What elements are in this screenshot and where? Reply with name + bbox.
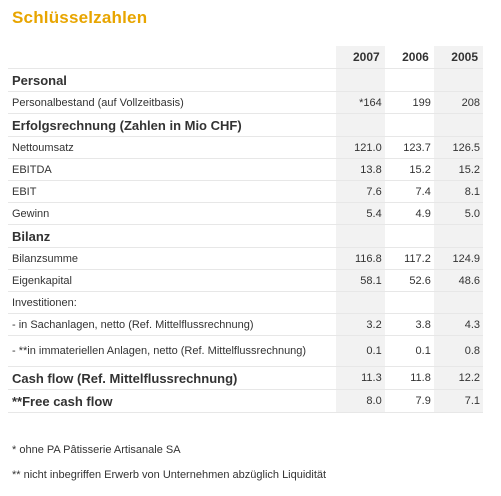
value-cell-2007: 3.2 <box>335 313 385 336</box>
section-row: **Free cash flow 8.0 7.9 7.1 <box>8 389 483 413</box>
value-cell-2007: 13.8 <box>335 158 385 181</box>
value-cell-2006: 0.1 <box>384 335 434 367</box>
table-row: Gewinn 5.4 4.9 5.0 <box>8 202 483 225</box>
table-row: Investitionen: <box>8 291 483 314</box>
value-cell-2005 <box>433 224 483 248</box>
year-header-2005: 2005 <box>433 46 483 69</box>
value-cell-2006: 7.4 <box>384 180 434 203</box>
table-row: EBIT 7.6 7.4 8.1 <box>8 180 483 203</box>
row-label: Gewinn <box>8 202 336 225</box>
value-cell-2007: 58.1 <box>335 269 385 292</box>
value-cell-2007: 0.1 <box>335 335 385 367</box>
value-cell-2005 <box>433 68 483 92</box>
value-cell-2007: *164 <box>335 91 385 114</box>
value-cell-2005: 7.1 <box>433 389 483 413</box>
footnote-1: * ohne PA Pâtisserie Artisanale SA <box>12 444 181 456</box>
value-cell-2006: 15.2 <box>384 158 434 181</box>
value-cell-2005: 208 <box>433 91 483 114</box>
value-cell-2007 <box>335 291 385 314</box>
row-label: - **in immateriellen Anlagen, netto (Ref… <box>8 335 336 367</box>
table-body: Personal Personalbestand (auf Vollzeitbas… <box>8 68 483 413</box>
value-cell-2006 <box>384 291 434 314</box>
row-label: EBITDA <box>8 158 336 181</box>
value-cell-2005 <box>433 291 483 314</box>
value-cell-2006: 117.2 <box>384 247 434 270</box>
value-cell-2007: 11.3 <box>335 366 385 390</box>
row-label: EBIT <box>8 180 336 203</box>
value-cell-2006: 3.8 <box>384 313 434 336</box>
value-cell-2005: 0.8 <box>433 335 483 367</box>
value-cell-2005: 126.5 <box>433 136 483 159</box>
value-cell-2006: 123.7 <box>384 136 434 159</box>
table-row: Nettoumsatz 121.0 123.7 126.5 <box>8 136 483 159</box>
value-cell-2007 <box>335 224 385 248</box>
table-row: Personalbestand (auf Vollzeitbasis) *164 1… <box>8 91 483 114</box>
row-label: Bilanz <box>8 224 336 248</box>
value-cell-2005: 8.1 <box>433 180 483 203</box>
value-cell-2007: 8.0 <box>335 389 385 413</box>
value-cell-2006: 4.9 <box>384 202 434 225</box>
section-row: Personal <box>8 68 483 92</box>
value-cell-2006: 7.9 <box>384 389 434 413</box>
table-row: EBITDA 13.8 15.2 15.2 <box>8 158 483 181</box>
row-label: - in Sachanlagen, netto (Ref. Mittelflus… <box>8 313 336 336</box>
value-cell-2006: 199 <box>384 91 434 114</box>
row-label: **Free cash flow <box>8 389 336 413</box>
table-row: Bilanzsumme 116.8 117.2 124.9 <box>8 247 483 270</box>
value-cell-2007 <box>335 68 385 92</box>
value-cell-2007: 7.6 <box>335 180 385 203</box>
value-cell-2005: 48.6 <box>433 269 483 292</box>
value-cell-2005: 5.0 <box>433 202 483 225</box>
value-cell-2006: 11.8 <box>384 366 434 390</box>
value-cell-2007: 121.0 <box>335 136 385 159</box>
value-cell-2005: 15.2 <box>433 158 483 181</box>
row-label: Personal <box>8 68 336 92</box>
section-row: Erfolgsrechnung (Zahlen in Mio CHF) <box>8 113 483 137</box>
value-cell-2005: 12.2 <box>433 366 483 390</box>
value-cell-2007 <box>335 113 385 137</box>
value-cell-2005: 124.9 <box>433 247 483 270</box>
section-row: Cash flow (Ref. Mittelflussrechnung) 11.3… <box>8 366 483 390</box>
row-label: Cash flow (Ref. Mittelflussrechnung) <box>8 366 336 390</box>
value-cell-2006 <box>384 224 434 248</box>
key-figures-table: 2007 2006 2005 Personal Personalbestand (… <box>8 46 483 413</box>
year-header-2006: 2006 <box>384 46 434 69</box>
row-label: Investitionen: <box>8 291 336 314</box>
value-cell-2006: 52.6 <box>384 269 434 292</box>
row-label: Eigenkapital <box>8 269 336 292</box>
footnote-2: ** nicht inbegriffen Erwerb von Unterneh… <box>12 469 327 481</box>
value-cell-2007: 116.8 <box>335 247 385 270</box>
row-label: Bilanzsumme <box>8 247 336 270</box>
row-label: Nettoumsatz <box>8 136 336 159</box>
table-header-row: 2007 2006 2005 <box>8 46 483 69</box>
page-title: Schlüsselzahlen <box>12 8 148 27</box>
row-label: Erfolgsrechnung (Zahlen in Mio CHF) <box>8 113 336 137</box>
value-cell-2006 <box>384 68 434 92</box>
year-header-2007: 2007 <box>335 46 385 69</box>
value-cell-2005 <box>433 113 483 137</box>
value-cell-2007: 5.4 <box>335 202 385 225</box>
table-row: - in Sachanlagen, netto (Ref. Mittelflus… <box>8 313 483 336</box>
row-label: Personalbestand (auf Vollzeitbasis) <box>8 91 336 114</box>
table-row: Eigenkapital 58.1 52.6 48.6 <box>8 269 483 292</box>
row-label-text: - **in immateriellen Anlagen, netto (Ref… <box>12 344 307 357</box>
value-cell-2006 <box>384 113 434 137</box>
value-cell-2005: 4.3 <box>433 313 483 336</box>
header-label-cell <box>8 46 336 69</box>
section-row: Bilanz <box>8 224 483 248</box>
table-row: - **in immateriellen Anlagen, netto (Ref… <box>8 335 483 367</box>
